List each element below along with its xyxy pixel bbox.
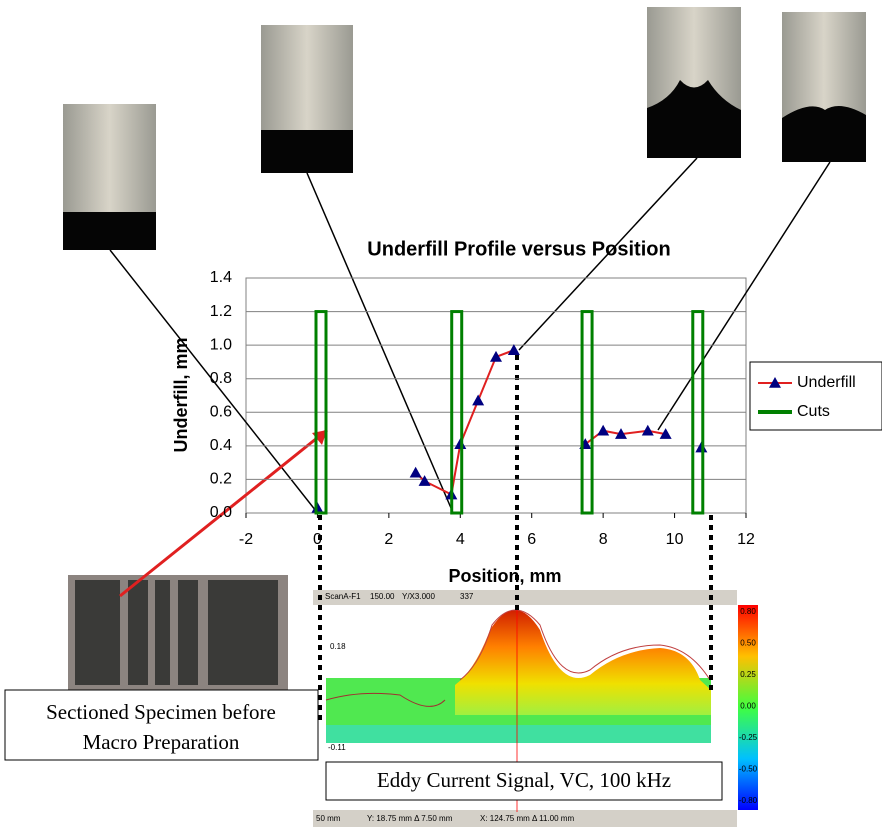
colorbar-label: 0.80 — [740, 607, 756, 616]
status-text: 50 mm — [316, 814, 341, 823]
y-tick-label: 0.0 — [210, 504, 232, 521]
x-tick-label: 6 — [527, 531, 536, 548]
y-tick-label: 0.8 — [210, 370, 232, 387]
ec-axis-label: 0.18 — [330, 642, 346, 651]
colorbar-label: 0.00 — [740, 702, 756, 711]
caption: Macro Preparation — [83, 730, 240, 754]
colorbar-label: -0.50 — [739, 765, 758, 774]
x-tick-label: 0 — [313, 531, 322, 548]
x-tick-label: 4 — [456, 531, 465, 548]
y-tick-label: 1.0 — [210, 336, 232, 353]
figure: Sectioned Specimen before Macro Preparat… — [0, 0, 882, 827]
caption: Sectioned Specimen before — [46, 700, 276, 724]
status-text: X: 124.75 mm Δ 11.00 mm — [480, 814, 574, 823]
toolbar-text: 150.00 — [370, 592, 395, 601]
y-axis-label: Underfill, mm — [171, 337, 191, 452]
status-text: Y: 18.75 mm Δ 7.50 mm — [367, 814, 453, 823]
y-tick-label: 0.4 — [210, 437, 232, 454]
colorbar-label: 0.50 — [740, 639, 756, 648]
x-tick-label: 8 — [599, 531, 608, 548]
page: Sectioned Specimen before Macro Preparat… — [0, 0, 882, 832]
colorbar-label: -0.80 — [739, 796, 758, 805]
y-tick-label: 0.6 — [210, 404, 232, 421]
x-axis-label: Position, mm — [448, 566, 561, 586]
x-tick-label: 10 — [666, 531, 684, 548]
caption: Eddy Current Signal, VC, 100 kHz — [377, 768, 671, 792]
legend-label: Underfill — [797, 374, 856, 391]
plot-area — [246, 278, 746, 513]
x-tick-label: 2 — [384, 531, 393, 548]
chart-title: Underfill Profile versus Position — [367, 238, 670, 260]
y-tick-label: 1.4 — [210, 269, 232, 286]
toolbar-text: Y/X3.000 — [402, 592, 435, 601]
legend-label: Cuts — [797, 403, 830, 420]
ec-axis-label: -0.11 — [328, 743, 346, 752]
y-tick-label: 1.2 — [210, 303, 232, 320]
colorbar-label: -0.25 — [739, 733, 758, 742]
toolbar-text: ScanA-F1 — [325, 592, 361, 601]
toolbar-text: 337 — [460, 592, 474, 601]
y-tick-label: 0.2 — [210, 471, 232, 488]
x-tick-label: 12 — [737, 531, 755, 548]
x-tick-label: -2 — [239, 531, 253, 548]
colorbar-label: 0.25 — [740, 670, 756, 679]
